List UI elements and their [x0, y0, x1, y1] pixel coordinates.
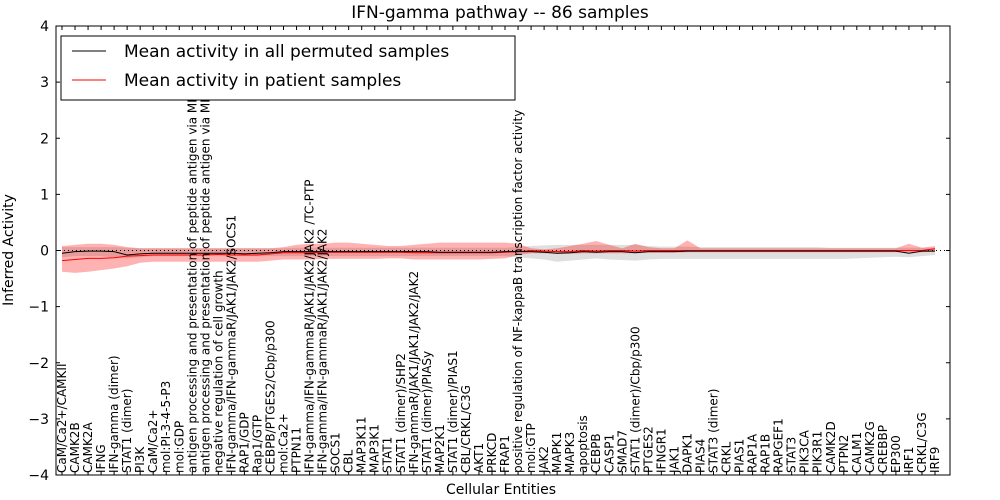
category-label: CaM/Ca2+/CAMKII: [55, 364, 69, 473]
category-label: mol:Ca2+: [277, 413, 291, 473]
category-label: IFN-gamma/IFN-gammaR/JAK1/JAK2/JAK2: [316, 228, 330, 473]
plot-area-frame: [55, 25, 951, 476]
category-label: positive regulation of NF-kappaB transcr…: [511, 110, 525, 473]
category-label: PTPN11: [290, 427, 304, 473]
category-label: IRF9: [928, 447, 942, 473]
category-label: IFN-gamma (dimer): [107, 355, 121, 473]
category-label: STAT1 (dimer): [120, 389, 134, 473]
category-label: apoptosis: [576, 415, 590, 473]
category-label: mol:PI-3-4-5-P3: [159, 381, 173, 473]
y-tick-label: −4: [28, 468, 49, 484]
permuted-mean-line: [61, 250, 935, 256]
category-label: MAP2K1: [433, 424, 447, 473]
x-axis-ticks: [61, 26, 936, 475]
category-label: RAP1B: [759, 434, 773, 473]
category-label: CRKL/C3G: [915, 412, 929, 473]
category-label: PI3K: [133, 446, 147, 473]
category-label: SOCS1: [329, 432, 343, 473]
category-label: DAPK1: [680, 433, 694, 473]
x-axis-label: Cellular Entities: [446, 482, 556, 498]
y-tick-label: −2: [28, 356, 49, 372]
y-tick-label: 0: [40, 244, 49, 260]
category-label: PIAS1: [733, 439, 747, 473]
category-label: negative regulation of cell growth: [211, 270, 225, 473]
category-label: CRKL: [720, 441, 734, 473]
category-label: CALM1: [850, 432, 864, 473]
legend-label-patient: Mean activity in patient samples: [124, 71, 401, 91]
category-label: STAT1 (dimer)/SHP2: [394, 353, 408, 473]
category-label: PTGES2: [641, 426, 655, 473]
category-label: IFN-gamma/IFN-gammaR/JAK1/JAK2/SOCS1: [224, 215, 238, 473]
category-label: STAT3: [785, 437, 799, 473]
category-label: STAT3 (dimer): [707, 389, 721, 473]
category-label: CEBPB: [589, 433, 603, 473]
legend: Mean activity in all permuted samples Me…: [60, 35, 516, 101]
category-label: RAP1/GDP: [237, 412, 251, 473]
y-axis-label: Inferred Activity: [1, 194, 17, 306]
category-label: CAMK2D: [824, 421, 838, 473]
category-label: AKT1: [472, 443, 486, 473]
permuted-band: [62, 244, 935, 262]
category-label: PRKCD: [485, 433, 499, 473]
category-label: IFNGR1: [654, 428, 668, 473]
category-label: CBL: [342, 449, 356, 473]
category-label: antigen processing and presentation of p…: [185, 44, 199, 473]
y-tick-label: −3: [28, 412, 49, 428]
y-tick-label: 1: [40, 187, 49, 203]
category-label: CEBPB/PTGES2/Cbp/p300: [264, 320, 278, 473]
category-label: STAT1 (dimer)/PIAS1: [446, 350, 460, 473]
legend-box: [60, 35, 516, 101]
y-tick-label: 3: [40, 75, 49, 91]
category-label: MAP3K1: [368, 424, 382, 473]
category-label: PIK3CA: [798, 429, 812, 473]
category-label: IFN-gamma/IFN-gammaR/JAK1/JAK2/JAK2 /TC-…: [303, 179, 317, 473]
category-label: RAPGEF1: [772, 418, 786, 473]
confidence-bands: [62, 240, 935, 273]
category-label: STAT1: [381, 437, 395, 473]
category-label: STAT1 (dimer)/Cbp/p300: [628, 326, 642, 473]
category-label: MAP3K11: [355, 416, 369, 473]
y-tick-label: −1: [28, 300, 49, 316]
category-label: CBL/CRKL/C3G: [459, 385, 473, 473]
category-label: Rap1/GTP: [250, 415, 264, 473]
chart-title: IFN-gamma pathway -- 86 samples: [351, 3, 649, 23]
category-label: SMAD7: [615, 430, 629, 473]
category-label: CAMK2G: [863, 421, 877, 473]
category-label: CASP1: [602, 434, 616, 473]
category-label: RAP1A: [746, 433, 760, 473]
category-label: STAT1 (dimer)/PIASy: [420, 351, 434, 473]
category-label: mol:GDP: [172, 421, 186, 473]
category-label: mol:GTP: [524, 423, 538, 473]
category-label: EP300: [889, 435, 903, 473]
category-label: JAK2: [537, 446, 551, 474]
category-labels: CaM/Ca2+/CAMKII CAMK2B CAMK2A IFNG IFN-gamma…: [55, 41, 942, 474]
category-label: CREBBP: [876, 425, 890, 473]
category-label: IRF1: [902, 447, 916, 473]
category-label: MAPK1: [550, 432, 564, 473]
y-axis-ticks: −4 −3 −2 −1 0 1 2 3 4: [28, 19, 950, 484]
series-lines: [61, 248, 936, 262]
category-label: JAK1: [667, 446, 681, 474]
category-label: antigen processing and presentation of p…: [198, 41, 212, 473]
patient-band: [62, 240, 935, 273]
category-label: FRAP1: [498, 435, 512, 473]
category-label: IFN-gammaR/JAK1/JAK1/JAK2/JAK2: [407, 271, 421, 473]
category-label: CAMK2B: [68, 422, 82, 473]
category-label: IFNG: [94, 444, 108, 473]
category-label: PTPN2: [837, 435, 851, 473]
y-tick-label: 4: [40, 19, 49, 35]
legend-label-permuted: Mean activity in all permuted samples: [124, 42, 449, 62]
category-label: CAMK2A: [81, 422, 95, 473]
category-label: PIAS4: [694, 439, 708, 473]
y-tick-label: 2: [40, 131, 49, 147]
category-label: CaM/Ca2+: [146, 409, 160, 473]
patient-mean-line: [61, 248, 936, 262]
category-label: PIK3R1: [811, 431, 825, 473]
category-label: MAPK3: [563, 432, 577, 473]
